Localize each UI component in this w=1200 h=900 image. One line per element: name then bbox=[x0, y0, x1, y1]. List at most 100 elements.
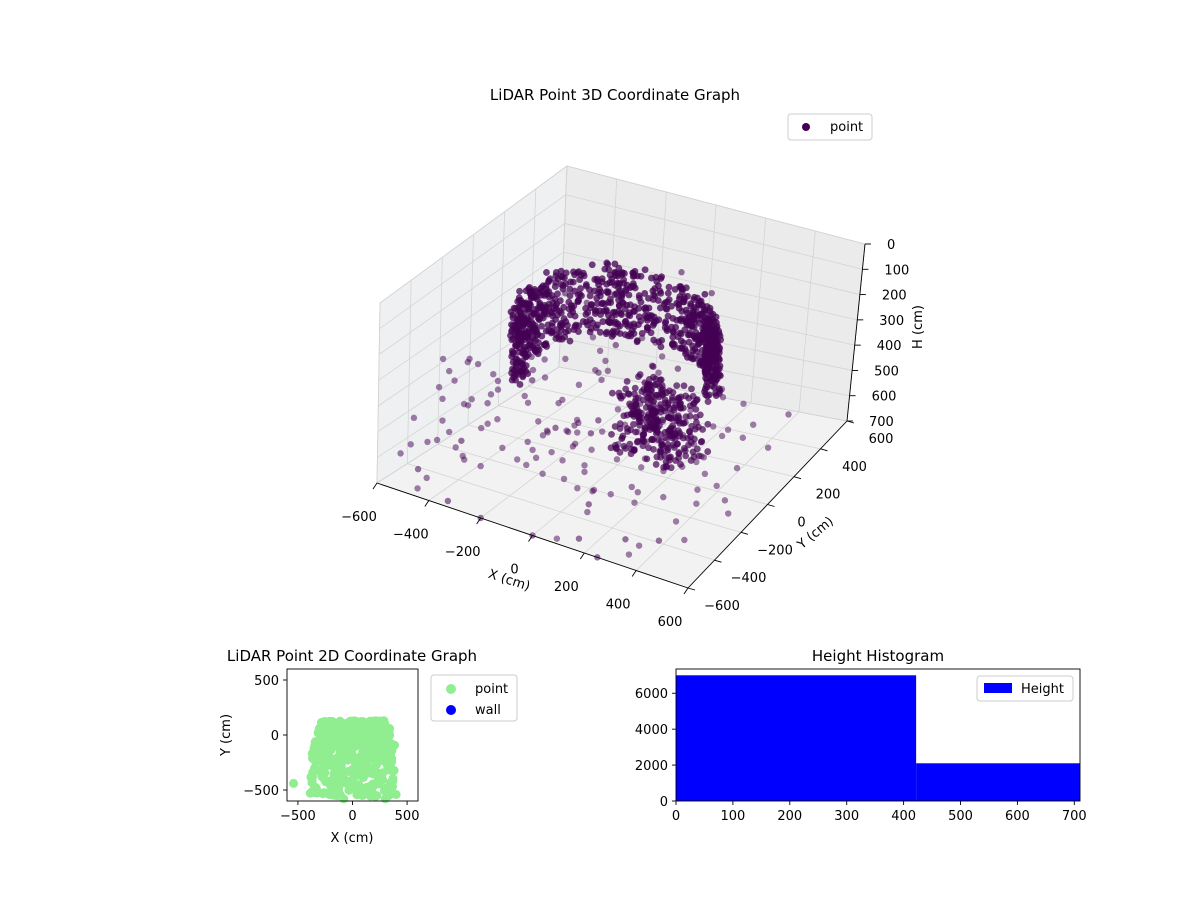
point-3d bbox=[570, 326, 578, 334]
x-tick-label-hist: 500 bbox=[948, 809, 973, 824]
chart-histogram: Height Histogram 0 100 200 300 400 500 600 7000… bbox=[635, 647, 1087, 824]
point-3d bbox=[681, 536, 688, 544]
point-3d bbox=[514, 456, 521, 463]
point-3d bbox=[688, 322, 696, 329]
point-3d bbox=[631, 403, 638, 411]
point-3d bbox=[704, 398, 712, 406]
point-3d bbox=[635, 542, 643, 549]
point-3d bbox=[683, 353, 691, 361]
x-tick-label-hist: 400 bbox=[891, 809, 916, 824]
legend-box bbox=[787, 113, 873, 141]
point-2d bbox=[324, 788, 334, 798]
point-2d bbox=[316, 732, 326, 742]
point-2d bbox=[359, 789, 369, 799]
point-3d bbox=[648, 362, 656, 369]
point-3d bbox=[459, 452, 466, 460]
y-tick-label-hist: 0 bbox=[660, 795, 668, 810]
point-3d bbox=[725, 510, 732, 517]
point-3d bbox=[700, 454, 708, 461]
point-3d bbox=[621, 331, 629, 338]
left-wall-grid-h-3 bbox=[378, 251, 564, 381]
point-2d bbox=[313, 750, 323, 760]
point-3d bbox=[529, 377, 536, 384]
legend-marker-wall bbox=[446, 705, 456, 715]
point-3d bbox=[587, 430, 595, 437]
point-3d bbox=[518, 359, 525, 367]
point-3d bbox=[560, 475, 568, 483]
point-3d bbox=[539, 470, 546, 477]
point-3d bbox=[516, 287, 523, 295]
legend-label-height: Height bbox=[1021, 682, 1064, 697]
point-3d bbox=[562, 290, 569, 297]
x-tick-mark-3d bbox=[631, 570, 637, 577]
point-3d bbox=[516, 304, 524, 312]
point-3d bbox=[623, 411, 631, 419]
point-3d bbox=[681, 326, 689, 334]
point-3d bbox=[713, 482, 720, 490]
x-tick-label-3d: 400 bbox=[606, 598, 631, 613]
point-3d bbox=[577, 285, 584, 292]
chart-histogram-title: Height Histogram bbox=[812, 647, 944, 665]
z-tick-label-3d: 0 bbox=[887, 238, 895, 253]
point-3d bbox=[706, 362, 714, 369]
point-3d bbox=[521, 392, 528, 400]
point-3d bbox=[524, 399, 532, 406]
point-3d bbox=[585, 501, 592, 508]
point-3d bbox=[439, 417, 446, 424]
z-tick-label-3d: 100 bbox=[884, 263, 909, 278]
point-3d bbox=[660, 493, 667, 501]
point-3d bbox=[708, 289, 715, 297]
point-2d bbox=[354, 753, 364, 763]
x-tick-label-hist: 300 bbox=[834, 809, 859, 824]
point-3d bbox=[704, 317, 712, 325]
point-3d bbox=[551, 283, 559, 290]
point-3d bbox=[705, 342, 712, 350]
chart-2d-ticks: −500 0 500 −500 0 500 bbox=[243, 674, 419, 824]
point-3d bbox=[678, 307, 686, 315]
point-3d bbox=[626, 400, 633, 408]
point-3d bbox=[661, 404, 669, 412]
point-2d bbox=[289, 778, 299, 788]
point-3d bbox=[552, 424, 559, 432]
point-3d bbox=[524, 370, 532, 377]
point-3d bbox=[607, 491, 614, 498]
point-3d bbox=[712, 367, 720, 375]
legend-marker-height bbox=[984, 683, 1012, 693]
point-3d bbox=[444, 497, 452, 505]
point-3d bbox=[515, 318, 522, 326]
z-axis-line bbox=[846, 243, 866, 422]
point-3d bbox=[487, 391, 495, 398]
point-2d bbox=[366, 723, 376, 733]
x-tick-label-hist: 100 bbox=[720, 809, 745, 824]
point-3d bbox=[490, 370, 497, 378]
point-3d bbox=[699, 426, 707, 433]
y-tick-label-3d: 200 bbox=[816, 488, 841, 503]
point-3d bbox=[582, 281, 590, 288]
point-3d bbox=[574, 297, 582, 305]
point-3d bbox=[690, 440, 698, 448]
point-3d bbox=[657, 453, 665, 461]
point-3d bbox=[626, 440, 634, 448]
point-3d bbox=[559, 457, 566, 464]
point-3d bbox=[631, 384, 639, 392]
point-2d bbox=[349, 717, 359, 727]
point-3d bbox=[696, 352, 703, 360]
point-3d bbox=[541, 356, 548, 363]
point-3d bbox=[544, 310, 551, 318]
point-3d bbox=[645, 294, 652, 302]
point-3d bbox=[664, 312, 672, 320]
point-3d bbox=[677, 404, 684, 412]
point-3d bbox=[623, 377, 631, 385]
point-3d bbox=[530, 309, 538, 317]
point-3d bbox=[433, 436, 441, 444]
point-3d bbox=[642, 404, 650, 411]
point-3d bbox=[638, 464, 645, 471]
x-tick-label-2d: 500 bbox=[395, 809, 420, 824]
point-3d bbox=[630, 420, 637, 428]
point-3d bbox=[564, 327, 572, 335]
point-3d bbox=[562, 280, 570, 288]
point-3d bbox=[508, 353, 516, 360]
point-2d bbox=[316, 718, 326, 728]
point-3d bbox=[484, 420, 491, 427]
point-3d bbox=[692, 405, 700, 413]
